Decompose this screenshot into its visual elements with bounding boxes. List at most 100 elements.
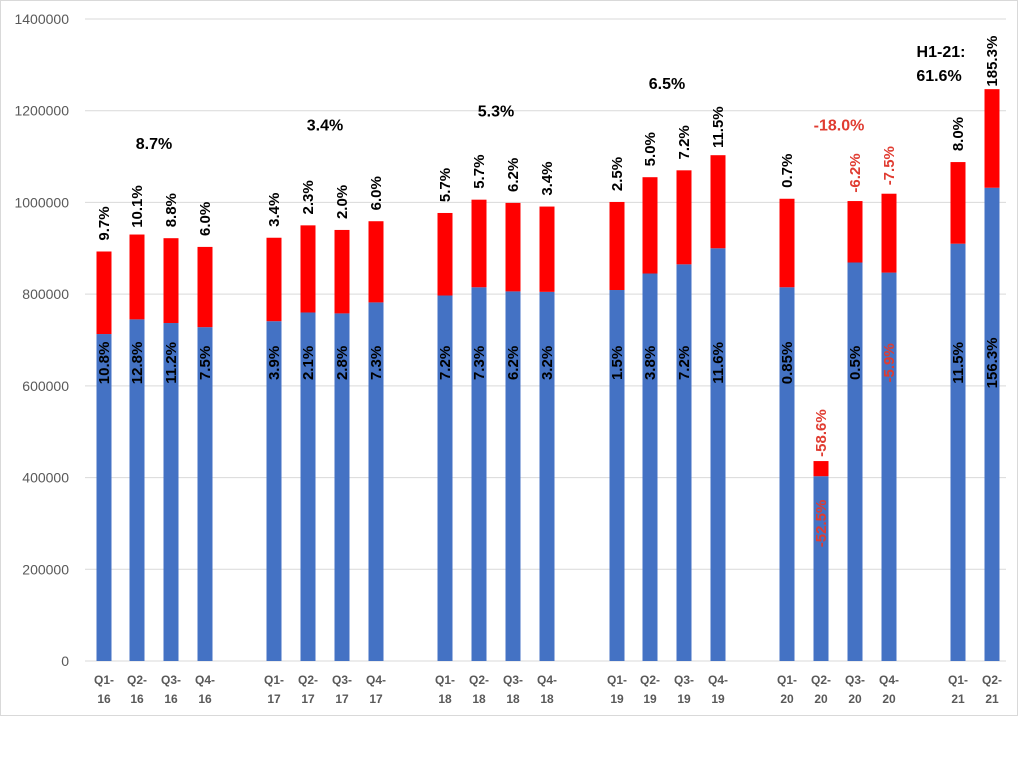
x-tick-label: 16 <box>130 692 144 706</box>
y-tick-label: 400000 <box>22 470 69 486</box>
x-tick-label: 16 <box>97 692 111 706</box>
x-tick-label: 17 <box>267 692 281 706</box>
group-annotation: 8.7% <box>136 136 172 153</box>
y-tick-label: 0 <box>61 653 69 669</box>
x-tick-label: Q4- <box>537 673 557 687</box>
bar-top-segment <box>129 234 145 320</box>
base-data-label: 3.8% <box>642 346 659 380</box>
top-data-label: 11.5% <box>710 106 727 148</box>
x-tick-label: Q2- <box>982 673 1002 687</box>
top-data-label: 5.7% <box>471 155 488 189</box>
x-tick-label: Q1- <box>948 673 968 687</box>
top-data-label: 2.3% <box>300 180 317 214</box>
top-data-label: 5.7% <box>437 168 454 202</box>
x-tick-label: 16 <box>164 692 178 706</box>
base-data-label: 3.2% <box>539 346 556 380</box>
x-tick-label: 21 <box>951 692 965 706</box>
x-tick-label: Q2- <box>811 673 831 687</box>
base-data-label: 7.2% <box>437 346 454 380</box>
bar-top-segment <box>334 229 350 314</box>
bar-base-segment <box>609 290 625 661</box>
stacked-bar-chart: 0 200000 400000 600000 800000 1000000 1200000 1… <box>14 11 1006 706</box>
bar-top-segment <box>505 202 521 292</box>
bar-base-segment <box>163 323 179 661</box>
base-data-label: 11.6% <box>710 342 727 384</box>
x-tick-label: Q4- <box>708 673 728 687</box>
bar-top-segment <box>676 170 692 265</box>
bar-top-segment <box>813 461 829 477</box>
group-annotation: 5.3% <box>478 104 514 121</box>
bar-top-segment <box>368 221 384 303</box>
top-data-label: 185.3% <box>984 36 1001 87</box>
bar-top-segment <box>710 155 726 249</box>
bar-base-segment <box>710 248 726 662</box>
bar-base-segment <box>847 262 863 661</box>
x-tick-label: 20 <box>780 692 794 706</box>
bar-top-segment <box>950 162 966 244</box>
base-data-label: 0.85% <box>779 342 796 385</box>
y-tick-label: 1000000 <box>14 194 69 210</box>
top-data-label: 3.4% <box>539 161 556 195</box>
bar-top-segment <box>163 238 179 324</box>
top-data-label: -7.5% <box>881 146 898 185</box>
x-tick-label: 21 <box>985 692 999 706</box>
x-tick-label: 19 <box>643 692 657 706</box>
x-tick-label: Q4- <box>879 673 899 687</box>
top-data-label: 0.7% <box>779 154 796 188</box>
x-tick-label: Q3- <box>845 673 865 687</box>
x-tick-label: Q2- <box>469 673 489 687</box>
bar-base-segment <box>813 476 829 661</box>
bar-base-segment <box>129 319 145 661</box>
base-data-label: -52.5% <box>813 500 830 548</box>
bar-base-segment <box>539 291 555 661</box>
base-data-label: 2.1% <box>300 346 317 380</box>
top-data-label: 8.0% <box>950 117 967 151</box>
x-tick-label: Q1- <box>607 673 627 687</box>
bar-base-segment <box>471 287 487 661</box>
base-data-label: 156.3% <box>984 337 1001 388</box>
x-tick-label: Q4- <box>195 673 215 687</box>
x-tick-label: Q2- <box>640 673 660 687</box>
bar-base-segment <box>676 264 692 661</box>
bar-base-segment <box>950 243 966 661</box>
x-tick-label: 16 <box>198 692 212 706</box>
x-tick-label: 19 <box>711 692 725 706</box>
top-data-label: 2.0% <box>334 185 351 219</box>
y-tick-label: 1200000 <box>14 103 69 119</box>
x-tick-label: Q1- <box>94 673 114 687</box>
bar-top-segment <box>471 199 487 288</box>
bar-top-segment <box>984 89 1000 188</box>
bar-top-segment <box>96 251 112 335</box>
base-data-label: 10.8% <box>96 342 113 385</box>
base-data-label: 11.5% <box>950 342 967 384</box>
chart-frame: 0 200000 400000 600000 800000 1000000 1200000 1… <box>0 0 1018 716</box>
top-data-label: 10.1% <box>129 185 146 228</box>
base-data-label: 7.3% <box>368 346 385 380</box>
x-tick-label: 17 <box>335 692 349 706</box>
bar-top-segment <box>197 246 213 328</box>
top-data-label: 6.0% <box>197 202 214 236</box>
base-data-label: 3.9% <box>266 346 283 380</box>
base-data-label: -5.9% <box>881 343 898 382</box>
bar-base-segment <box>505 291 521 661</box>
top-data-label: 6.0% <box>368 176 385 210</box>
bar-base-segment <box>96 334 112 661</box>
y-tick-label: 600000 <box>22 378 69 394</box>
group-annotation: -18.0% <box>814 117 865 134</box>
base-data-label: 7.2% <box>676 346 693 380</box>
group-annotation: 3.4% <box>307 117 343 134</box>
y-tick-label: 200000 <box>22 561 69 577</box>
x-tick-label: 17 <box>301 692 315 706</box>
base-data-label: 12.8% <box>129 342 146 385</box>
bar-top-segment <box>881 193 897 273</box>
x-tick-label: Q2- <box>127 673 147 687</box>
x-tick-label: 20 <box>882 692 896 706</box>
top-data-label: -58.6% <box>813 409 830 457</box>
bar-top-segment <box>539 206 555 292</box>
x-tick-label: Q3- <box>332 673 352 687</box>
top-data-label: 7.2% <box>676 125 693 159</box>
base-data-label: 11.2% <box>163 342 180 384</box>
top-data-label: 2.5% <box>609 157 626 191</box>
top-data-label: 9.7% <box>96 206 113 240</box>
x-tick-label: Q3- <box>161 673 181 687</box>
